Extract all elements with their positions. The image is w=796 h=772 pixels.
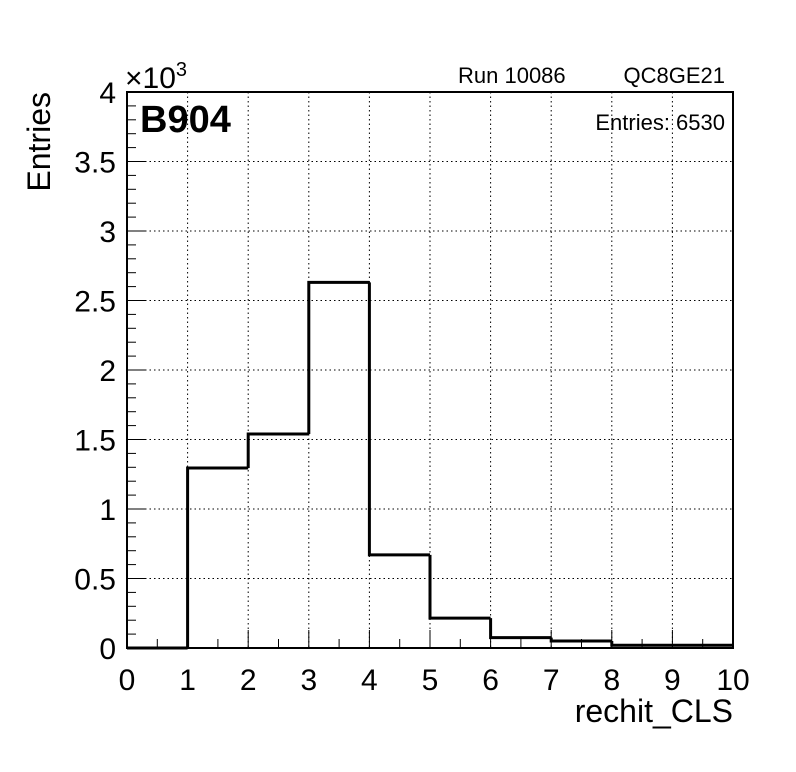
y-tick-label: 0 xyxy=(99,633,116,666)
y-axis-multiplier-exponent: 3 xyxy=(176,59,187,81)
entries-stat: Entries: 6530 xyxy=(595,110,725,135)
x-tick-label: 5 xyxy=(422,664,439,697)
x-tick-label: 0 xyxy=(119,664,136,697)
y-tick-labels: 0 0.5 1 1.5 2 2.5 3 3.5 4 xyxy=(74,77,116,666)
x-tick-label: 4 xyxy=(361,664,378,697)
x-tick-label: 3 xyxy=(300,664,317,697)
histogram-bin-8-9 xyxy=(610,641,673,647)
setup-name: QC8GE21 xyxy=(624,63,726,88)
y-tick-label: 2.5 xyxy=(74,286,116,319)
histogram-bin-4-5 xyxy=(367,282,430,557)
y-axis-label: Entries xyxy=(21,92,57,192)
lab-label: B904 xyxy=(140,99,231,141)
histogram-bin-3-4 xyxy=(307,280,370,434)
y-tick-label: 3 xyxy=(99,216,116,249)
y-tick-label: 3.5 xyxy=(74,147,116,180)
histogram-bin-1-2 xyxy=(186,466,249,648)
run-number: Run 10086 xyxy=(458,63,566,88)
y-tick-label: 2 xyxy=(99,355,116,388)
y-tick-label: 1 xyxy=(99,494,116,527)
plot-frame xyxy=(126,91,734,649)
histogram-bin-6-7 xyxy=(489,618,552,640)
x-tick-label: 1 xyxy=(179,664,196,697)
grid-lines xyxy=(127,92,733,648)
histogram-bin-2-3 xyxy=(246,432,309,468)
x-tick-label: 6 xyxy=(482,664,499,697)
x-tick-labels: 0 1 2 3 4 5 6 7 8 9 10 xyxy=(119,664,750,697)
y-axis-multiplier-base: ×10 xyxy=(125,62,176,95)
histogram-bin-7-8 xyxy=(549,637,612,643)
minor-ticks xyxy=(127,105,704,648)
y-tick-label: 1.5 xyxy=(74,425,116,458)
histogram-bars xyxy=(127,280,733,650)
y-tick-label: 0.5 xyxy=(74,564,116,597)
x-tick-label: 2 xyxy=(240,664,257,697)
y-axis-multiplier: ×103 xyxy=(125,59,187,95)
histogram-bin-5-6 xyxy=(428,554,491,620)
x-tick-label: 8 xyxy=(603,664,620,697)
x-tick-label: 7 xyxy=(543,664,560,697)
x-axis-label: rechit_CLS xyxy=(575,693,733,729)
x-tick-label: 10 xyxy=(716,664,749,697)
y-tick-label: 4 xyxy=(99,77,116,110)
x-tick-label: 9 xyxy=(664,664,681,697)
